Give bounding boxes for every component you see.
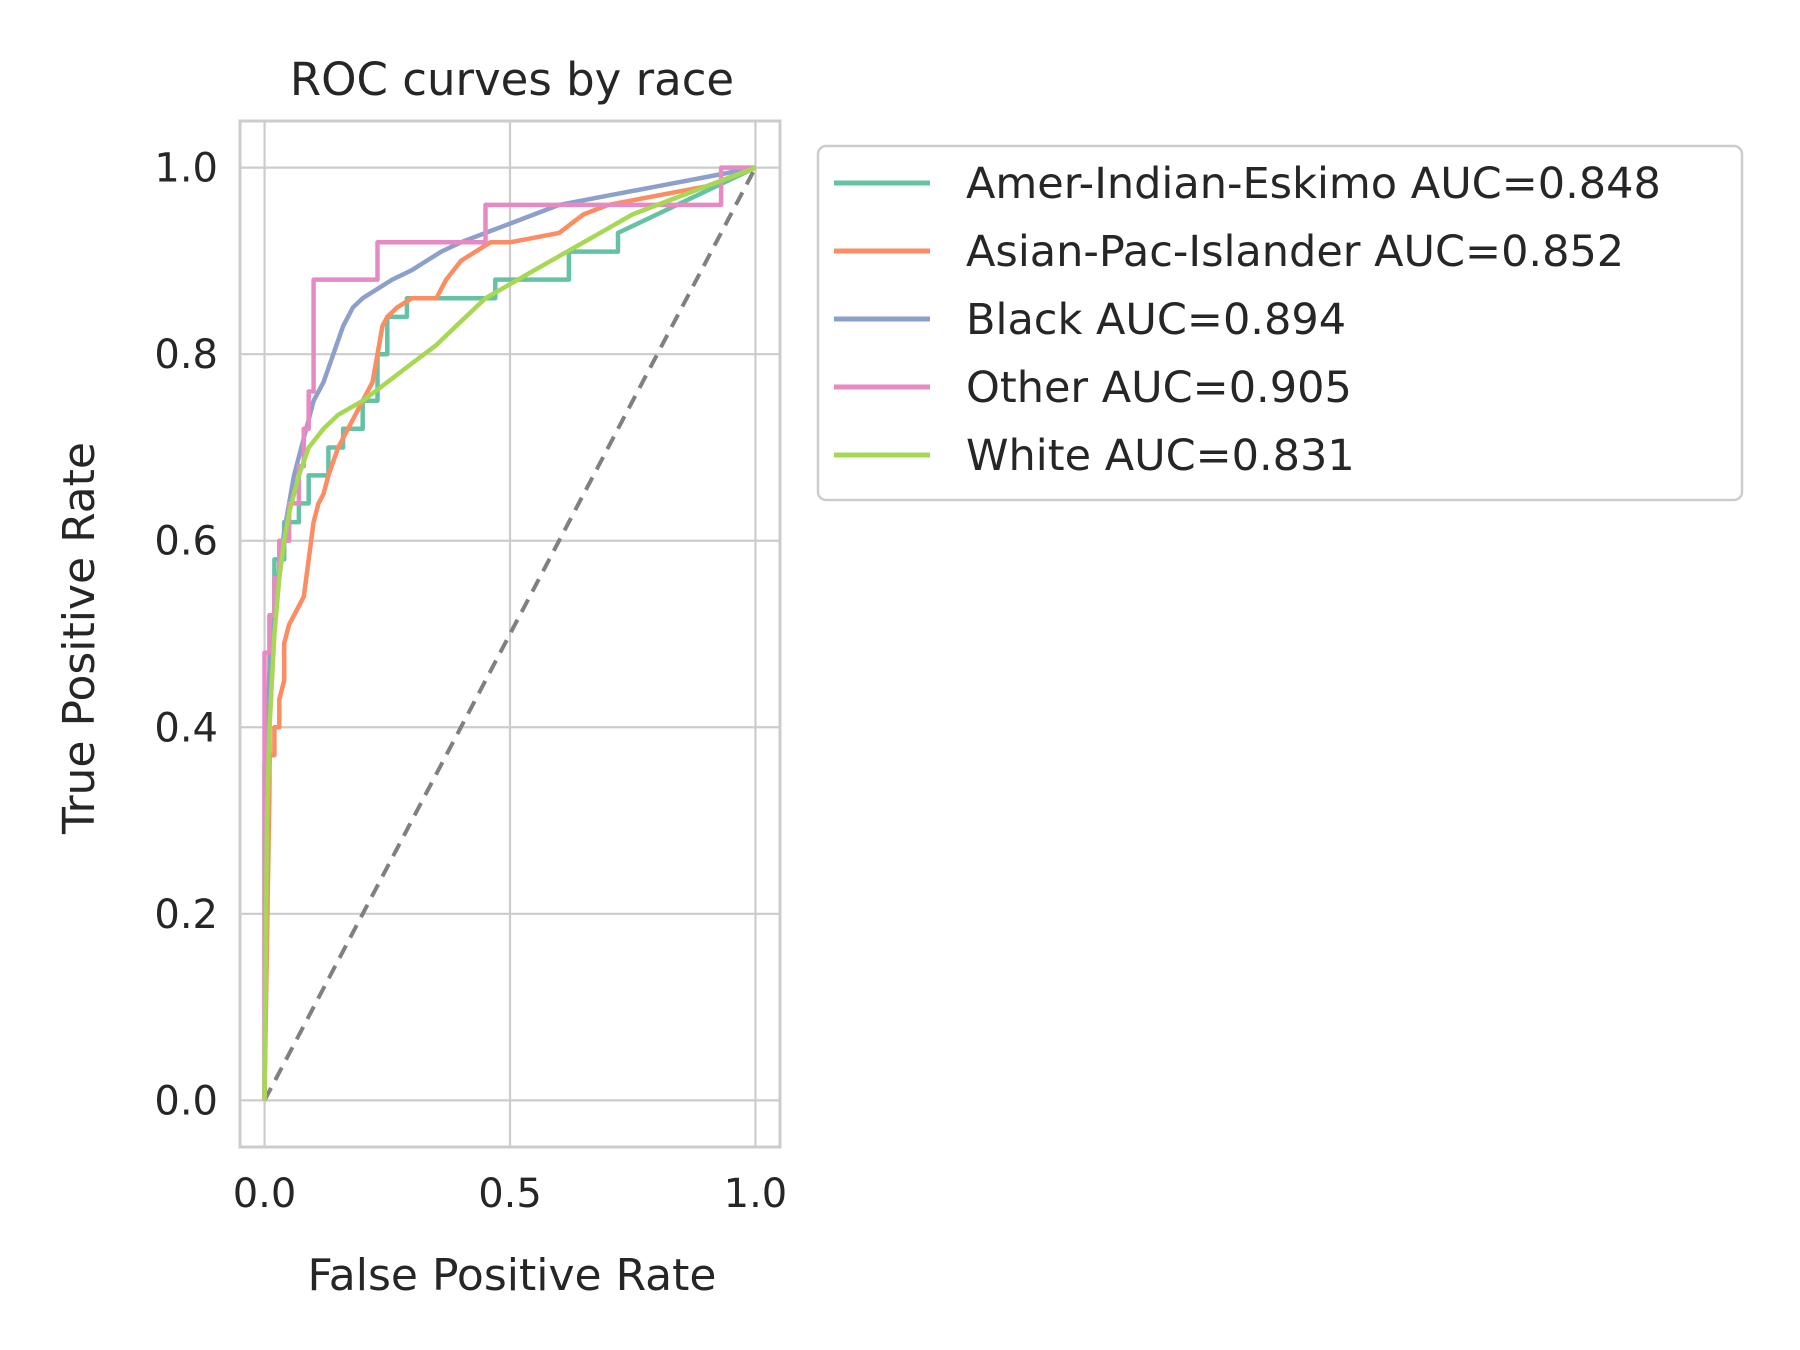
x-tick-label: 0.0 <box>233 1171 297 1217</box>
y-tick-label: 0.0 <box>154 1078 218 1124</box>
plot-frame <box>238 119 782 1149</box>
y-tick-label: 1.0 <box>154 146 218 192</box>
x-tick-label: 1.0 <box>724 1171 788 1217</box>
legend-label-3: Other AUC=0.905 <box>966 363 1352 413</box>
legend-entries: Amer-Indian-Eskimo AUC=0.848 Asian-Pac-Is… <box>834 159 1661 481</box>
legend-label-1: Asian-Pac-Islander AUC=0.852 <box>966 227 1624 277</box>
series-line-1 <box>262 165 757 1101</box>
series-line-0 <box>262 165 757 1101</box>
y-axis-label: True Positive Rate <box>54 442 105 835</box>
y-tick-label: 0.8 <box>154 332 218 378</box>
y-tick-label: 0.4 <box>154 705 218 751</box>
tick-labels: 0.0 0.5 1.0 0.0 0.2 0.4 0.6 0.8 1.0 <box>154 146 787 1217</box>
legend: Amer-Indian-Eskimo AUC=0.848 Asian-Pac-Is… <box>816 144 1744 502</box>
legend-label-4: White AUC=0.831 <box>966 431 1355 481</box>
chance-diagonal-line <box>262 166 758 1102</box>
x-tick-label: 0.5 <box>478 1171 542 1217</box>
legend-label-0: Amer-Indian-Eskimo AUC=0.848 <box>966 159 1661 209</box>
series-line-4 <box>262 165 757 1101</box>
y-tick-label: 0.6 <box>154 519 218 565</box>
legend-label-2: Black AUC=0.894 <box>966 295 1346 345</box>
axes-frame <box>238 119 782 1149</box>
y-tick-label: 0.2 <box>154 892 218 938</box>
chart-title: ROC curves by race <box>290 53 734 106</box>
x-axis-label: False Positive Rate <box>308 1250 717 1301</box>
series-lines <box>262 165 758 1102</box>
legend-frame <box>816 144 1744 502</box>
